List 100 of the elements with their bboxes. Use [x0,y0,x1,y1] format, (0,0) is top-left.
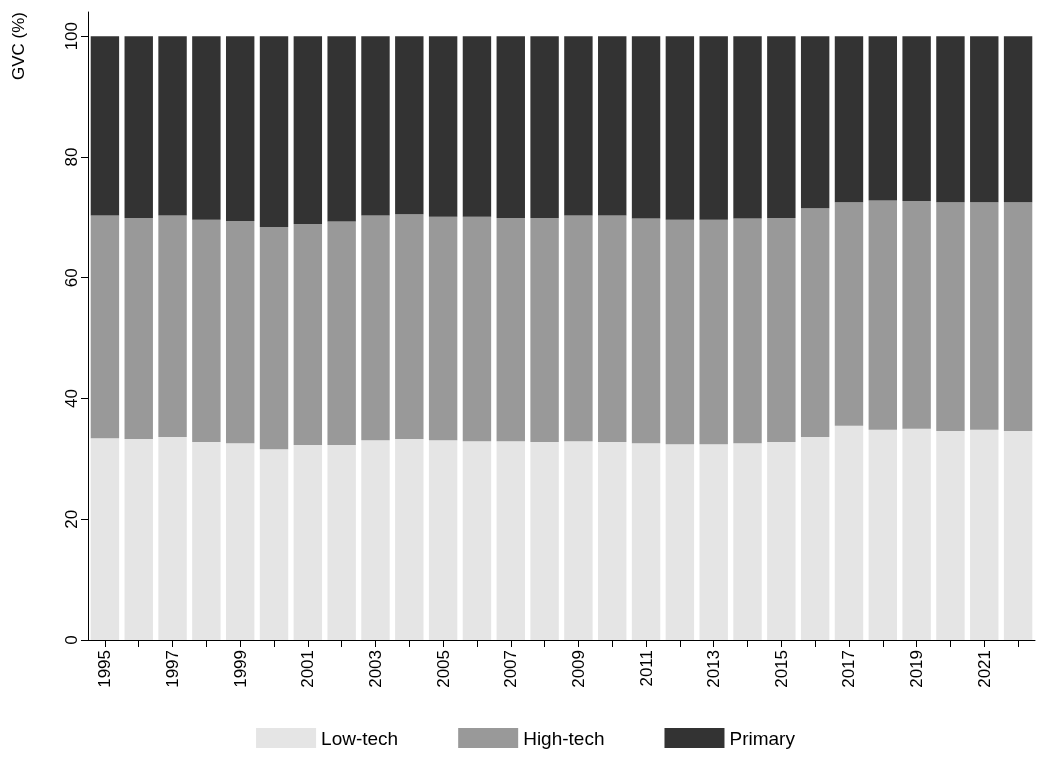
y-tick-label: 100 [62,21,81,51]
bar [496,441,525,640]
bar [158,437,187,640]
x-tick-label: 2021 [974,650,994,688]
bar [598,36,627,216]
bar [361,440,390,640]
bar [733,36,762,219]
bar [1003,202,1033,432]
bar [936,202,965,432]
bar [868,200,898,430]
bar [1003,36,1033,203]
bar [158,215,187,438]
bar [259,36,289,227]
bar [462,36,492,217]
bar [192,36,221,220]
bar [124,438,153,640]
bar [192,441,221,640]
bar [90,438,120,640]
x-tick-label: 2007 [501,650,521,688]
bar [699,36,728,220]
bar [564,441,593,640]
bar [124,36,153,218]
y-axis-title: GVC (%) [9,12,28,80]
bar [462,441,492,640]
bar [1003,431,1033,640]
bar [361,215,390,441]
x-tick-label: 2015 [771,650,791,688]
bar [868,429,898,640]
y-tick-label: 20 [62,509,81,529]
bar [192,219,221,442]
bar [225,443,255,640]
bar [902,36,931,201]
bar [327,444,356,640]
legend-label: Low-tech [321,727,399,749]
bar [530,36,559,218]
bar [834,202,864,426]
bar [834,425,864,640]
x-tick-label: 1999 [230,650,250,688]
legend-label: Primary [729,727,796,749]
bar [631,443,661,640]
bar [462,216,492,442]
x-tick-label: 2019 [907,650,927,688]
bar [259,226,289,450]
bar [361,36,390,216]
bar [767,441,796,640]
bar [800,208,830,438]
bar [90,215,120,439]
y-tick-label: 0 [62,635,81,645]
bar [631,218,661,444]
bar [767,36,796,218]
y-tick-label: 60 [62,268,81,288]
bar [259,449,289,640]
bar [327,36,356,222]
bar [90,36,120,216]
x-tick-label: 2001 [298,650,318,688]
bar [970,429,999,640]
bar [428,440,458,640]
bar [936,431,965,640]
bar [733,443,762,640]
bar [293,223,323,445]
bar [699,444,728,640]
bar [395,36,424,215]
x-tick-label: 2003 [365,650,385,688]
bar [496,36,525,218]
y-tick-label: 40 [62,389,81,408]
bar [902,428,931,640]
bar [936,36,965,203]
bar [293,444,323,640]
bar [395,438,424,640]
bar [564,215,593,442]
bar [800,36,830,209]
bar [327,221,356,445]
bar [665,444,695,640]
bar [428,36,458,217]
x-tick-label: 2017 [839,650,859,688]
bar [665,219,695,445]
bar [868,36,898,201]
bar [970,202,999,430]
y-tick-label: 80 [62,147,81,167]
x-tick-label: 2011 [636,650,656,687]
bar [564,36,593,216]
x-tick-label: 2009 [568,650,588,688]
bar [225,36,255,221]
bar [834,36,864,203]
bar [225,220,255,444]
bar [530,217,559,442]
bar [800,437,830,640]
x-tick-label: 2013 [704,650,724,688]
bar [496,217,525,442]
bar [767,217,796,442]
bar [124,217,153,439]
bar [598,215,627,442]
bar [293,36,323,224]
bar [598,441,627,640]
bar [970,36,999,203]
bar [665,36,695,220]
bar [902,201,931,429]
bar [733,218,762,444]
bar [631,36,661,219]
bar [530,441,559,640]
